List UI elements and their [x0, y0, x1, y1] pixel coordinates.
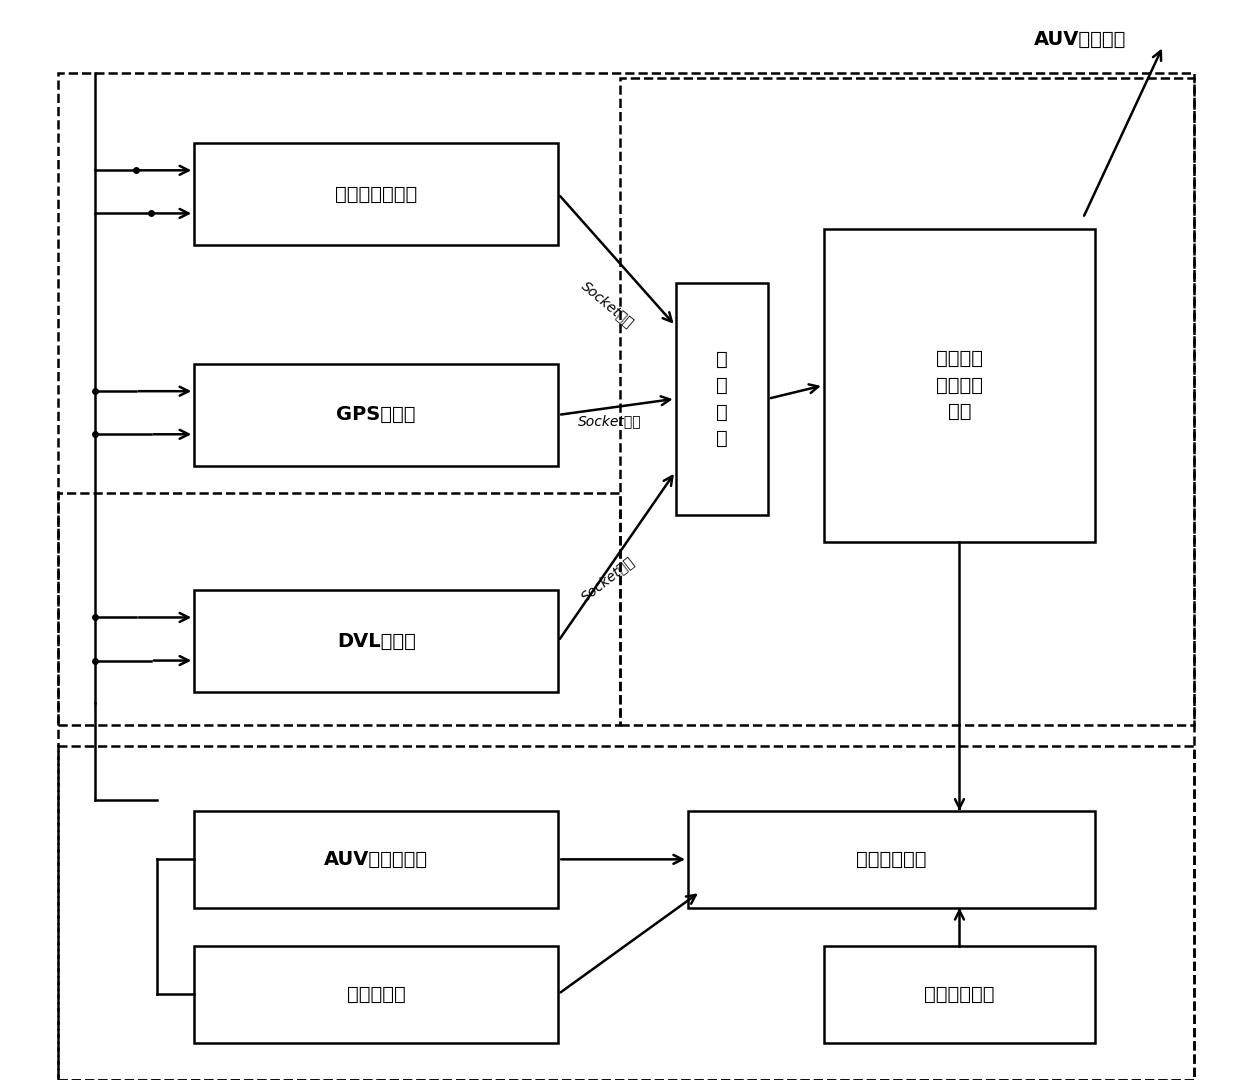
Bar: [58, 746, 1194, 1080]
Text: Socket连接: Socket连接: [578, 414, 642, 428]
Text: 故障发生器: 故障发生器: [347, 984, 405, 1004]
Bar: [195, 811, 558, 908]
Bar: [58, 493, 620, 725]
Bar: [823, 945, 1095, 1043]
Bar: [195, 364, 558, 466]
Text: Socket连接: Socket连接: [579, 278, 636, 330]
Text: 轨迹生成模块: 轨迹生成模块: [924, 984, 994, 1004]
Text: GPS模拟器: GPS模拟器: [336, 405, 415, 425]
Text: 用户界面终端: 用户界面终端: [857, 850, 926, 869]
Text: 通
讯
模
块: 通 讯 模 块: [715, 350, 728, 448]
Text: DVL模拟器: DVL模拟器: [337, 631, 415, 651]
Bar: [195, 590, 558, 692]
Text: 智能容错
组合导航
模块: 智能容错 组合导航 模块: [936, 350, 983, 421]
Bar: [195, 945, 558, 1043]
Bar: [688, 811, 1095, 908]
Bar: [195, 143, 558, 245]
Text: AUV导航终端: AUV导航终端: [1033, 29, 1126, 49]
Bar: [620, 78, 1194, 725]
Text: 捷联惯导模拟器: 捷联惯导模拟器: [335, 184, 418, 204]
Bar: [676, 283, 768, 514]
Text: Socket连接: Socket连接: [578, 554, 637, 604]
Text: AUV运动模拟器: AUV运动模拟器: [324, 850, 428, 869]
Bar: [823, 229, 1095, 542]
